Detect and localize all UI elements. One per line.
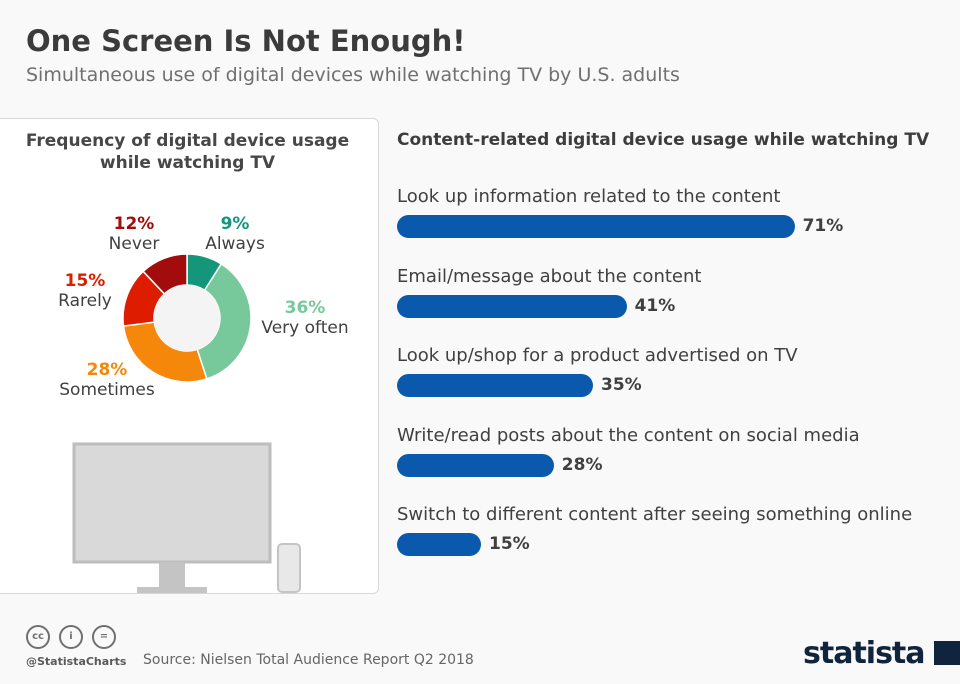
donut-value: 36% [284,298,326,318]
bar [397,453,554,477]
bar [397,294,627,318]
page-subtitle: Simultaneous use of digital devices whil… [26,64,680,86]
no-derivatives-icon: = [92,625,116,649]
bar [397,533,481,556]
page-title: One Screen Is Not Enough! [26,24,466,58]
donut-category: Always [205,234,265,254]
donut-category: Never [108,234,160,254]
donut-title: Frequency of digital device usage while … [25,131,350,173]
donut-category: Rarely [58,291,112,311]
bar-value-label: 41% [634,295,676,316]
donut-value: 12% [113,214,155,234]
bar-category-label: Email/message about the content [397,265,702,287]
bar [397,215,795,238]
bar-value-label: 28% [561,454,603,475]
donut-label: 15% Rarely [25,271,145,311]
cc-license-icon: cc [26,625,50,649]
donut-label: 12% Never [74,214,194,254]
donut-label: 28% Sometimes [47,360,167,400]
attribution-icon: i [59,625,83,649]
donut-value: 28% [86,360,128,380]
donut-chart [122,253,252,383]
donut-category: Sometimes [59,380,155,400]
donut-label: 36% Very often [245,298,365,338]
bar-value-label: 15% [489,534,530,554]
statista-logo: statista [803,636,960,671]
donut-value: 15% [64,271,106,291]
bar-category-label: Look up information related to the conte… [397,186,781,207]
donut-label: 9% Always [175,214,295,254]
donut-value: 9% [220,214,250,234]
bar-value-label: 35% [601,375,642,395]
bar-category-label: Write/read posts about the content on so… [397,424,860,446]
bar-category-label: Look up/shop for a product advertised on… [397,345,798,366]
donut-category: Very often [261,318,349,338]
bar [397,374,593,397]
statista-logo-icon [933,641,960,665]
bar-chart-title: Content-related digital device usage whi… [397,130,930,150]
statista-handle[interactable]: @StatistaCharts [26,655,127,668]
source-note: Source: Nielsen Total Audience Report Q2… [143,652,474,668]
bar-value-label: 71% [802,216,844,236]
bar-category-label: Switch to different content after seeing… [397,504,913,525]
tv-illustration-icon [72,442,301,593]
